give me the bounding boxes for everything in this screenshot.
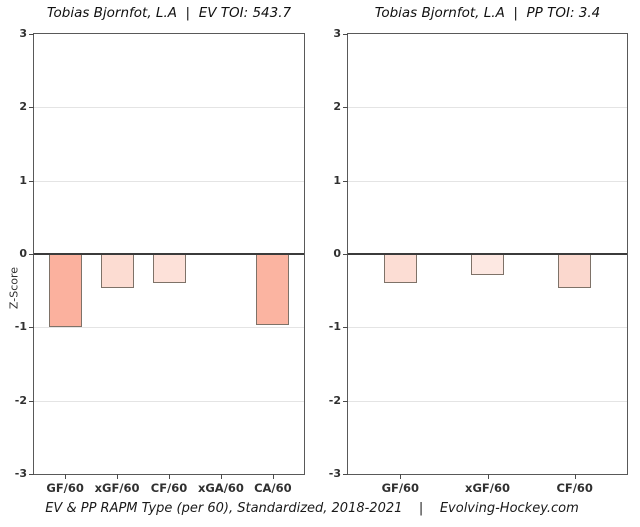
bar-cf-60: [558, 254, 592, 289]
x-tick-mark: [487, 474, 489, 479]
gridline: [348, 400, 627, 402]
y-tick-label: 1: [333, 173, 341, 187]
y-tick-label: -1: [14, 320, 27, 334]
y-tick-mark: [29, 254, 34, 255]
y-tick-mark: [29, 180, 34, 182]
bar-gf-60: [48, 254, 82, 328]
y-tick-mark: [29, 107, 34, 109]
gridline: [34, 107, 304, 109]
gridline: [348, 327, 627, 329]
gridline: [34, 400, 304, 402]
x-tick-mark: [574, 474, 576, 479]
x-tick-label: xGA/60: [197, 481, 244, 495]
x-tick-label: xGF/60: [94, 481, 140, 495]
y-tick-mark: [29, 400, 34, 402]
x-tick-mark: [220, 474, 222, 479]
x-tick-label: xGF/60: [465, 481, 510, 495]
ev-panel-title: Tobias Bjornfot, L.A | EV TOI: 543.7: [46, 5, 292, 21]
y-tick-mark: [343, 34, 348, 35]
y-tick-mark: [343, 327, 348, 329]
z-score-axis-label: Z-Score: [7, 266, 21, 310]
x-tick-label: CF/60: [150, 481, 188, 495]
y-tick-label: -1: [328, 320, 341, 334]
gridline: [348, 107, 627, 109]
zero-line: [348, 253, 627, 255]
bar-gf-60: [383, 254, 417, 284]
y-tick-mark: [343, 107, 348, 109]
x-tick-label: CF/60: [556, 481, 593, 495]
x-tick-label: GF/60: [46, 481, 84, 495]
y-tick-label: -3: [328, 467, 341, 480]
y-tick-mark: [343, 180, 348, 182]
y-tick-label: -2: [14, 393, 27, 407]
gridline: [34, 327, 304, 329]
zero-line: [34, 253, 304, 255]
bar-ca-60: [256, 254, 290, 326]
y-tick-label: 0: [19, 247, 27, 260]
y-tick-label: 0: [333, 247, 341, 260]
pp-panel-plot-area: 3 2 1 0 -1 -2 -3 GF/60 xGF/60 CF/60: [329, 27, 628, 495]
gridline: [348, 180, 627, 182]
bar-cf-60: [152, 254, 186, 284]
y-tick-label: 2: [333, 100, 341, 114]
chart-caption: EV & PP RAPM Type (per 60), Standardized…: [45, 501, 579, 516]
bar-xgf-60: [471, 254, 504, 275]
bar-xgf-60: [100, 254, 134, 289]
x-tick-mark: [65, 474, 67, 479]
x-tick-label: GF/60: [381, 481, 420, 495]
y-tick-label: 1: [19, 173, 27, 187]
y-tick-label: 3: [333, 27, 341, 40]
x-tick-mark: [400, 474, 402, 479]
y-tick-mark: [29, 327, 34, 329]
gridline: [34, 180, 304, 182]
y-tick-label: 2: [19, 100, 27, 114]
pp-panel-title: Tobias Bjornfot, L.A | PP TOI: 3.4: [374, 5, 601, 21]
y-tick-label: -3: [14, 467, 27, 480]
x-tick-mark: [169, 474, 170, 479]
y-tick-mark: [29, 474, 34, 475]
y-tick-label: 3: [19, 27, 27, 40]
y-tick-mark: [343, 400, 348, 402]
x-tick-mark: [117, 474, 119, 479]
x-tick-mark: [272, 474, 274, 479]
y-tick-mark: [343, 254, 348, 255]
x-tick-label: CA/60: [254, 481, 292, 495]
ev-panel-plot-area: Z-Score 3 2 1 0 -1 -2 -3 GF/60 xGF/60 CF/60 xGA/60…: [8, 27, 305, 495]
y-tick-mark: [343, 474, 348, 475]
y-tick-label: -2: [328, 393, 341, 407]
y-tick-mark: [29, 34, 34, 35]
